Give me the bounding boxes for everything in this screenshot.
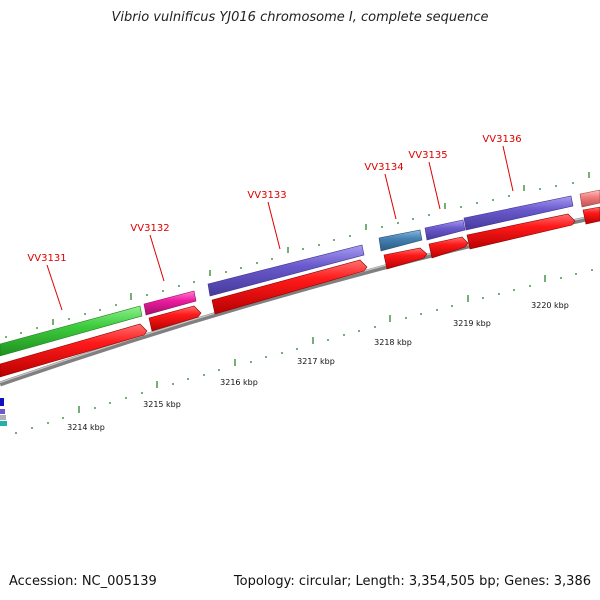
genome-summary: Topology: circular; Length: 3,354,505 bp… — [233, 574, 591, 589]
scale-label-3215: 3215 kbp — [143, 400, 181, 409]
cds-arrow-vv3136[interactable] — [466, 213, 576, 250]
gene-box-next-salmon[interactable] — [579, 189, 600, 208]
gene-label-vv3131: VV3131 — [27, 253, 66, 264]
scale-label-3216: 3216 kbp — [220, 378, 258, 387]
upper-tick-row — [5, 172, 590, 338]
gene-label-vv3136: VV3136 — [482, 134, 521, 145]
gene-box-vv3134-blue[interactable] — [378, 229, 423, 252]
scale-label-3218: 3218 kbp — [374, 338, 412, 347]
cds-arrow-vv3134[interactable] — [383, 247, 428, 270]
cds-arrow-vv3133[interactable] — [211, 259, 368, 315]
gene-label-vv3132: VV3132 — [130, 223, 169, 234]
cds-arrow-next[interactable] — [582, 206, 600, 225]
gene-label-vv3133: VV3133 — [247, 190, 286, 201]
cds-arrow-vv3131[interactable] — [0, 323, 148, 378]
gene-box-vv3135-purple[interactable] — [424, 219, 466, 241]
gene-labels: VV3131 VV3132 VV3133 VV3134 VV3135 VV313… — [27, 134, 521, 264]
label-leader-lines — [46, 145, 514, 311]
gene-box-vv3133-purple[interactable] — [207, 244, 365, 297]
scale-label-3217: 3217 kbp — [297, 357, 335, 366]
cds-arrow-vv3135[interactable] — [428, 236, 469, 259]
map-title: Vibrio vulnificus YJ016 chromosome I, co… — [111, 10, 489, 25]
gene-label-vv3134: VV3134 — [364, 162, 403, 173]
cds-arrow-vv3132[interactable] — [148, 305, 202, 332]
gene-box-vv3132-magenta[interactable] — [143, 290, 197, 316]
scale-labels: 3214 kbp 3215 kbp 3216 kbp 3217 kbp 3218… — [67, 301, 569, 432]
gene-box-vv3136-purple[interactable] — [463, 195, 574, 231]
gene-box-vv3131-green[interactable] — [0, 305, 143, 357]
scale-tick-row — [15, 269, 593, 434]
scale-label-3219: 3219 kbp — [453, 319, 491, 328]
scale-label-3214: 3214 kbp — [67, 423, 105, 432]
gene-label-vv3135: VV3135 — [408, 150, 447, 161]
accession-label: Accession: NC_005139 — [9, 574, 157, 589]
partial-gene-left-edge — [0, 398, 7, 426]
scale-label-3220: 3220 kbp — [531, 301, 569, 310]
